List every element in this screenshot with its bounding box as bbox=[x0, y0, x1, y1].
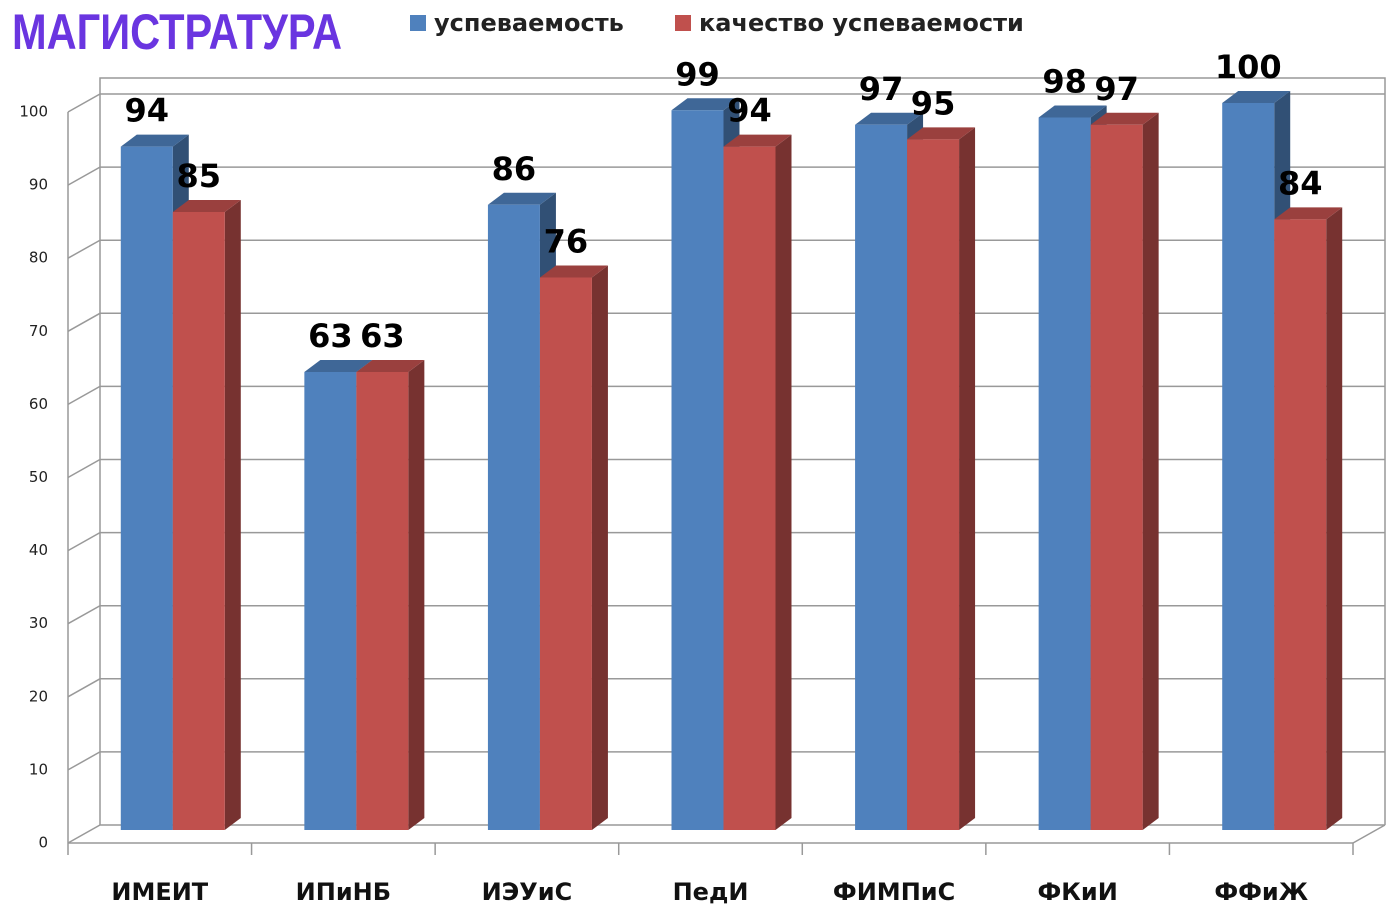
bar-side bbox=[1326, 207, 1343, 830]
data-label: 86 bbox=[492, 150, 537, 188]
bar-front bbox=[487, 204, 540, 830]
bar-top bbox=[1038, 105, 1107, 118]
data-label: 84 bbox=[1278, 164, 1323, 202]
x-tick-label: ФФиЖ bbox=[1214, 878, 1308, 906]
bar-front bbox=[356, 371, 409, 830]
data-label: 97 bbox=[859, 70, 904, 108]
y-tick-label: 50 bbox=[29, 468, 48, 486]
bar-front bbox=[855, 124, 908, 830]
legend-label: успеваемость bbox=[434, 9, 624, 37]
floor-right bbox=[1352, 824, 1386, 844]
bar bbox=[539, 265, 608, 831]
data-label: 85 bbox=[177, 157, 222, 195]
bar bbox=[1274, 207, 1343, 830]
bar-front bbox=[120, 146, 173, 830]
x-tick-label: ИПиНБ bbox=[296, 878, 391, 906]
bar-front bbox=[907, 139, 960, 831]
y-tick-label: 90 bbox=[29, 176, 48, 194]
data-label: 98 bbox=[1042, 63, 1087, 101]
x-tick-label: ФИМПиС bbox=[833, 878, 955, 906]
grid-line bbox=[67, 93, 1385, 113]
y-tick-label: 0 bbox=[38, 834, 48, 852]
bar-top bbox=[120, 134, 189, 147]
data-label: 63 bbox=[360, 317, 405, 355]
bar-side bbox=[591, 265, 608, 831]
bar-top bbox=[855, 112, 924, 125]
bar bbox=[723, 134, 792, 830]
bar-side bbox=[224, 200, 241, 831]
data-label: 76 bbox=[544, 222, 589, 260]
bar-top bbox=[304, 359, 373, 372]
bar bbox=[172, 200, 241, 831]
y-tick-label: 10 bbox=[29, 760, 48, 778]
bar-top bbox=[487, 192, 556, 205]
bar-side bbox=[959, 127, 976, 831]
data-label: 63 bbox=[308, 317, 353, 355]
bar bbox=[356, 359, 425, 830]
bar-front bbox=[539, 277, 592, 831]
bar-front bbox=[1038, 117, 1091, 831]
bar-front bbox=[671, 110, 724, 830]
x-tick-label: ФКиИ bbox=[1037, 878, 1117, 906]
bar-top bbox=[172, 200, 241, 213]
data-label: 94 bbox=[727, 92, 772, 130]
chart-title: МАГИСТРАТУРА bbox=[12, 4, 342, 60]
y-tick-label: 20 bbox=[29, 687, 48, 705]
data-label: 99 bbox=[675, 55, 720, 93]
bar-side bbox=[1142, 112, 1159, 830]
legend-swatch bbox=[675, 15, 691, 31]
bar-top bbox=[539, 265, 608, 278]
y-tick-label: 100 bbox=[19, 103, 48, 121]
legend-label: качество успеваемости bbox=[699, 9, 1024, 37]
y-tick-label: 60 bbox=[29, 395, 48, 413]
data-label: 95 bbox=[911, 84, 956, 122]
bar-top bbox=[723, 134, 792, 147]
x-tick-label: ИЭУиС bbox=[482, 878, 573, 906]
bar-front bbox=[1090, 124, 1143, 830]
x-tick-label: ПедИ bbox=[673, 878, 749, 906]
bar-front bbox=[1274, 219, 1327, 830]
bar-top bbox=[1274, 207, 1343, 220]
data-label: 100 bbox=[1215, 48, 1282, 86]
x-tick-label: ИМЕИТ bbox=[111, 878, 208, 906]
data-label: 97 bbox=[1094, 70, 1139, 108]
y-tick-label: 70 bbox=[29, 322, 48, 340]
bar bbox=[1090, 112, 1159, 830]
bar-top bbox=[356, 359, 425, 372]
bar-top bbox=[671, 98, 740, 111]
bar-front bbox=[304, 371, 357, 830]
legend-swatch bbox=[410, 15, 426, 31]
bar bbox=[907, 127, 976, 831]
bar-top bbox=[907, 127, 976, 140]
data-label: 94 bbox=[125, 92, 170, 130]
y-tick-label: 30 bbox=[29, 614, 48, 632]
back-wall bbox=[99, 77, 1386, 825]
bar-side bbox=[775, 134, 792, 830]
bar-front bbox=[1222, 103, 1275, 830]
bar-front bbox=[723, 146, 776, 830]
y-tick-label: 40 bbox=[29, 541, 48, 559]
bar-side bbox=[408, 359, 425, 830]
bar-top bbox=[1090, 112, 1159, 125]
bar-top bbox=[1222, 91, 1291, 103]
bar-front bbox=[172, 212, 225, 831]
y-tick-label: 80 bbox=[29, 249, 48, 267]
